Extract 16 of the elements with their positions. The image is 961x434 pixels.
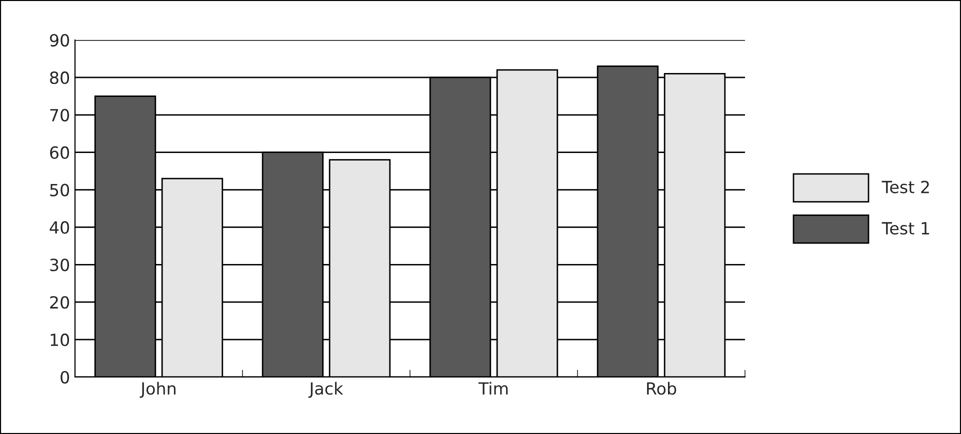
y-tick-label: 70 — [50, 108, 70, 122]
x-tick-label: Rob — [647, 382, 676, 395]
legend-label: Test 1 — [882, 222, 930, 235]
y-tick-label: 80 — [50, 71, 70, 84]
y-tick-label: 0 — [60, 370, 70, 384]
y-tick-label: 20 — [50, 296, 70, 309]
y-tick-label: 30 — [50, 258, 70, 272]
y-tick-label: 10 — [50, 334, 70, 346]
x-tick-label: Jack — [308, 382, 344, 398]
y-tick-label: 90 — [50, 34, 70, 47]
legend-label: Test 2 — [882, 180, 929, 194]
x-tick-label: Tim — [478, 382, 508, 395]
y-tick-label: 40 — [50, 221, 70, 234]
y-tick-label: 60 — [50, 146, 70, 159]
y-tick-label: 50 — [50, 184, 70, 196]
x-tick-label: John — [140, 382, 176, 398]
